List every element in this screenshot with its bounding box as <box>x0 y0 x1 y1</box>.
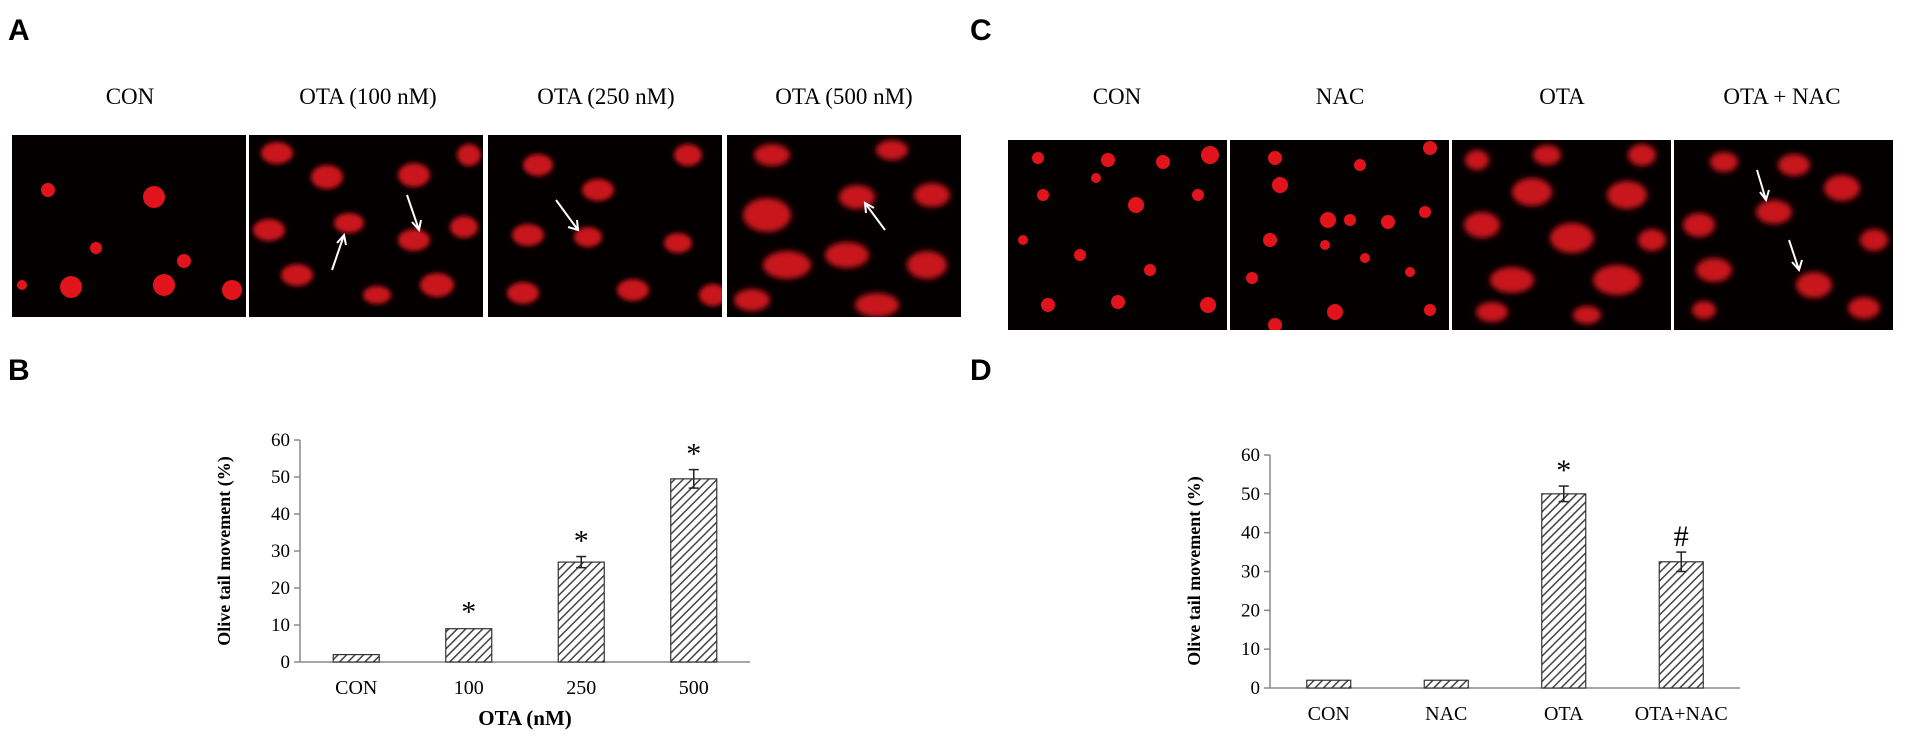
micrograph-c-ota <box>1452 140 1671 330</box>
panel-c-label-ota: OTA <box>1539 84 1585 109</box>
chart-b-xlabel: OTA (nM) <box>478 706 572 730</box>
panel-letter-a: A <box>8 14 30 47</box>
panel-c-label-ota-nac: OTA + NAC <box>1723 84 1841 109</box>
chartB-ytick-label: 0 <box>281 652 291 673</box>
chartB-ytick-label: 10 <box>271 615 290 636</box>
chartB-xtick-label: CON <box>335 677 377 699</box>
chart-d: 0 10 20 30 40 50 60 * # CON NAC OTA OTA+NAC Olive … <box>1184 445 1740 725</box>
chartB-bar <box>332 654 380 663</box>
chartD-ytick-label: 60 <box>1241 445 1260 466</box>
panel-a-label-con: CON <box>105 84 155 109</box>
chartD-xtick-label: OTA+NAC <box>1635 703 1728 725</box>
chartD-xtick-label: NAC <box>1425 703 1467 725</box>
chartD-significance-mark: # <box>1674 520 1689 553</box>
panel-c-label-con: CON <box>1092 84 1142 109</box>
chartB-xtick-label: 100 <box>454 677 484 699</box>
chartD-bar <box>1541 493 1587 689</box>
chartB-xtick-label: 250 <box>566 677 596 699</box>
chartD-xtick-label: OTA <box>1544 703 1584 725</box>
micrograph-a-ota-500 <box>727 135 961 317</box>
panel-a-label-ota-100: OTA (100 nM) <box>299 84 437 109</box>
chartB-xtick-label: 500 <box>679 677 709 699</box>
chartB-ytick-label: 50 <box>271 467 290 488</box>
chartD-ytick-label: 40 <box>1241 523 1260 544</box>
chartD-ytick-label: 30 <box>1241 562 1260 583</box>
micrograph-c-nac <box>1230 140 1449 330</box>
chartD-ytick-label: 0 <box>1251 678 1261 699</box>
micrograph-c-ota-nac <box>1674 140 1893 330</box>
panel-c-label-nac: NAC <box>1315 84 1365 109</box>
chartD-bar <box>1423 679 1469 689</box>
panel-letter-b: B <box>8 354 30 387</box>
chartB-ytick-label: 30 <box>271 541 290 562</box>
micrograph-a-con <box>12 135 246 317</box>
micrograph-a-ota-250 <box>488 135 722 317</box>
panel-a-label-ota-250: OTA (250 nM) <box>537 84 675 109</box>
chartD-ytick-label: 50 <box>1241 484 1260 505</box>
chartB-significance-mark: * <box>574 525 589 558</box>
micrograph-a-ota-100 <box>249 135 483 317</box>
chart-d-ylabel: Olive tail movement (%) <box>1184 476 1205 665</box>
panel-letter-d: D <box>970 354 992 387</box>
panel-a-label-ota-500: OTA (500 nM) <box>775 84 913 109</box>
panel-letter-c: C <box>970 14 992 47</box>
micrograph-c-con <box>1008 140 1227 330</box>
chartD-xtick-label: CON <box>1308 703 1350 725</box>
chartD-bar <box>1306 679 1352 689</box>
chartB-bar <box>445 628 493 663</box>
chartB-ytick-label: 60 <box>271 430 290 451</box>
chartB-ytick-label: 40 <box>271 504 290 525</box>
chartD-bar <box>1658 561 1704 689</box>
chartB-significance-mark: * <box>686 438 701 471</box>
chartB-bar <box>670 478 718 663</box>
chartD-ytick-label: 10 <box>1241 639 1260 660</box>
chartB-significance-mark: * <box>461 596 476 629</box>
chartD-significance-mark: * <box>1556 454 1571 487</box>
chart-b-ylabel: Olive tail movement (%) <box>214 456 235 645</box>
chartB-bar <box>557 561 605 663</box>
chartD-ytick-label: 20 <box>1241 600 1260 621</box>
chartB-ytick-label: 20 <box>271 578 290 599</box>
